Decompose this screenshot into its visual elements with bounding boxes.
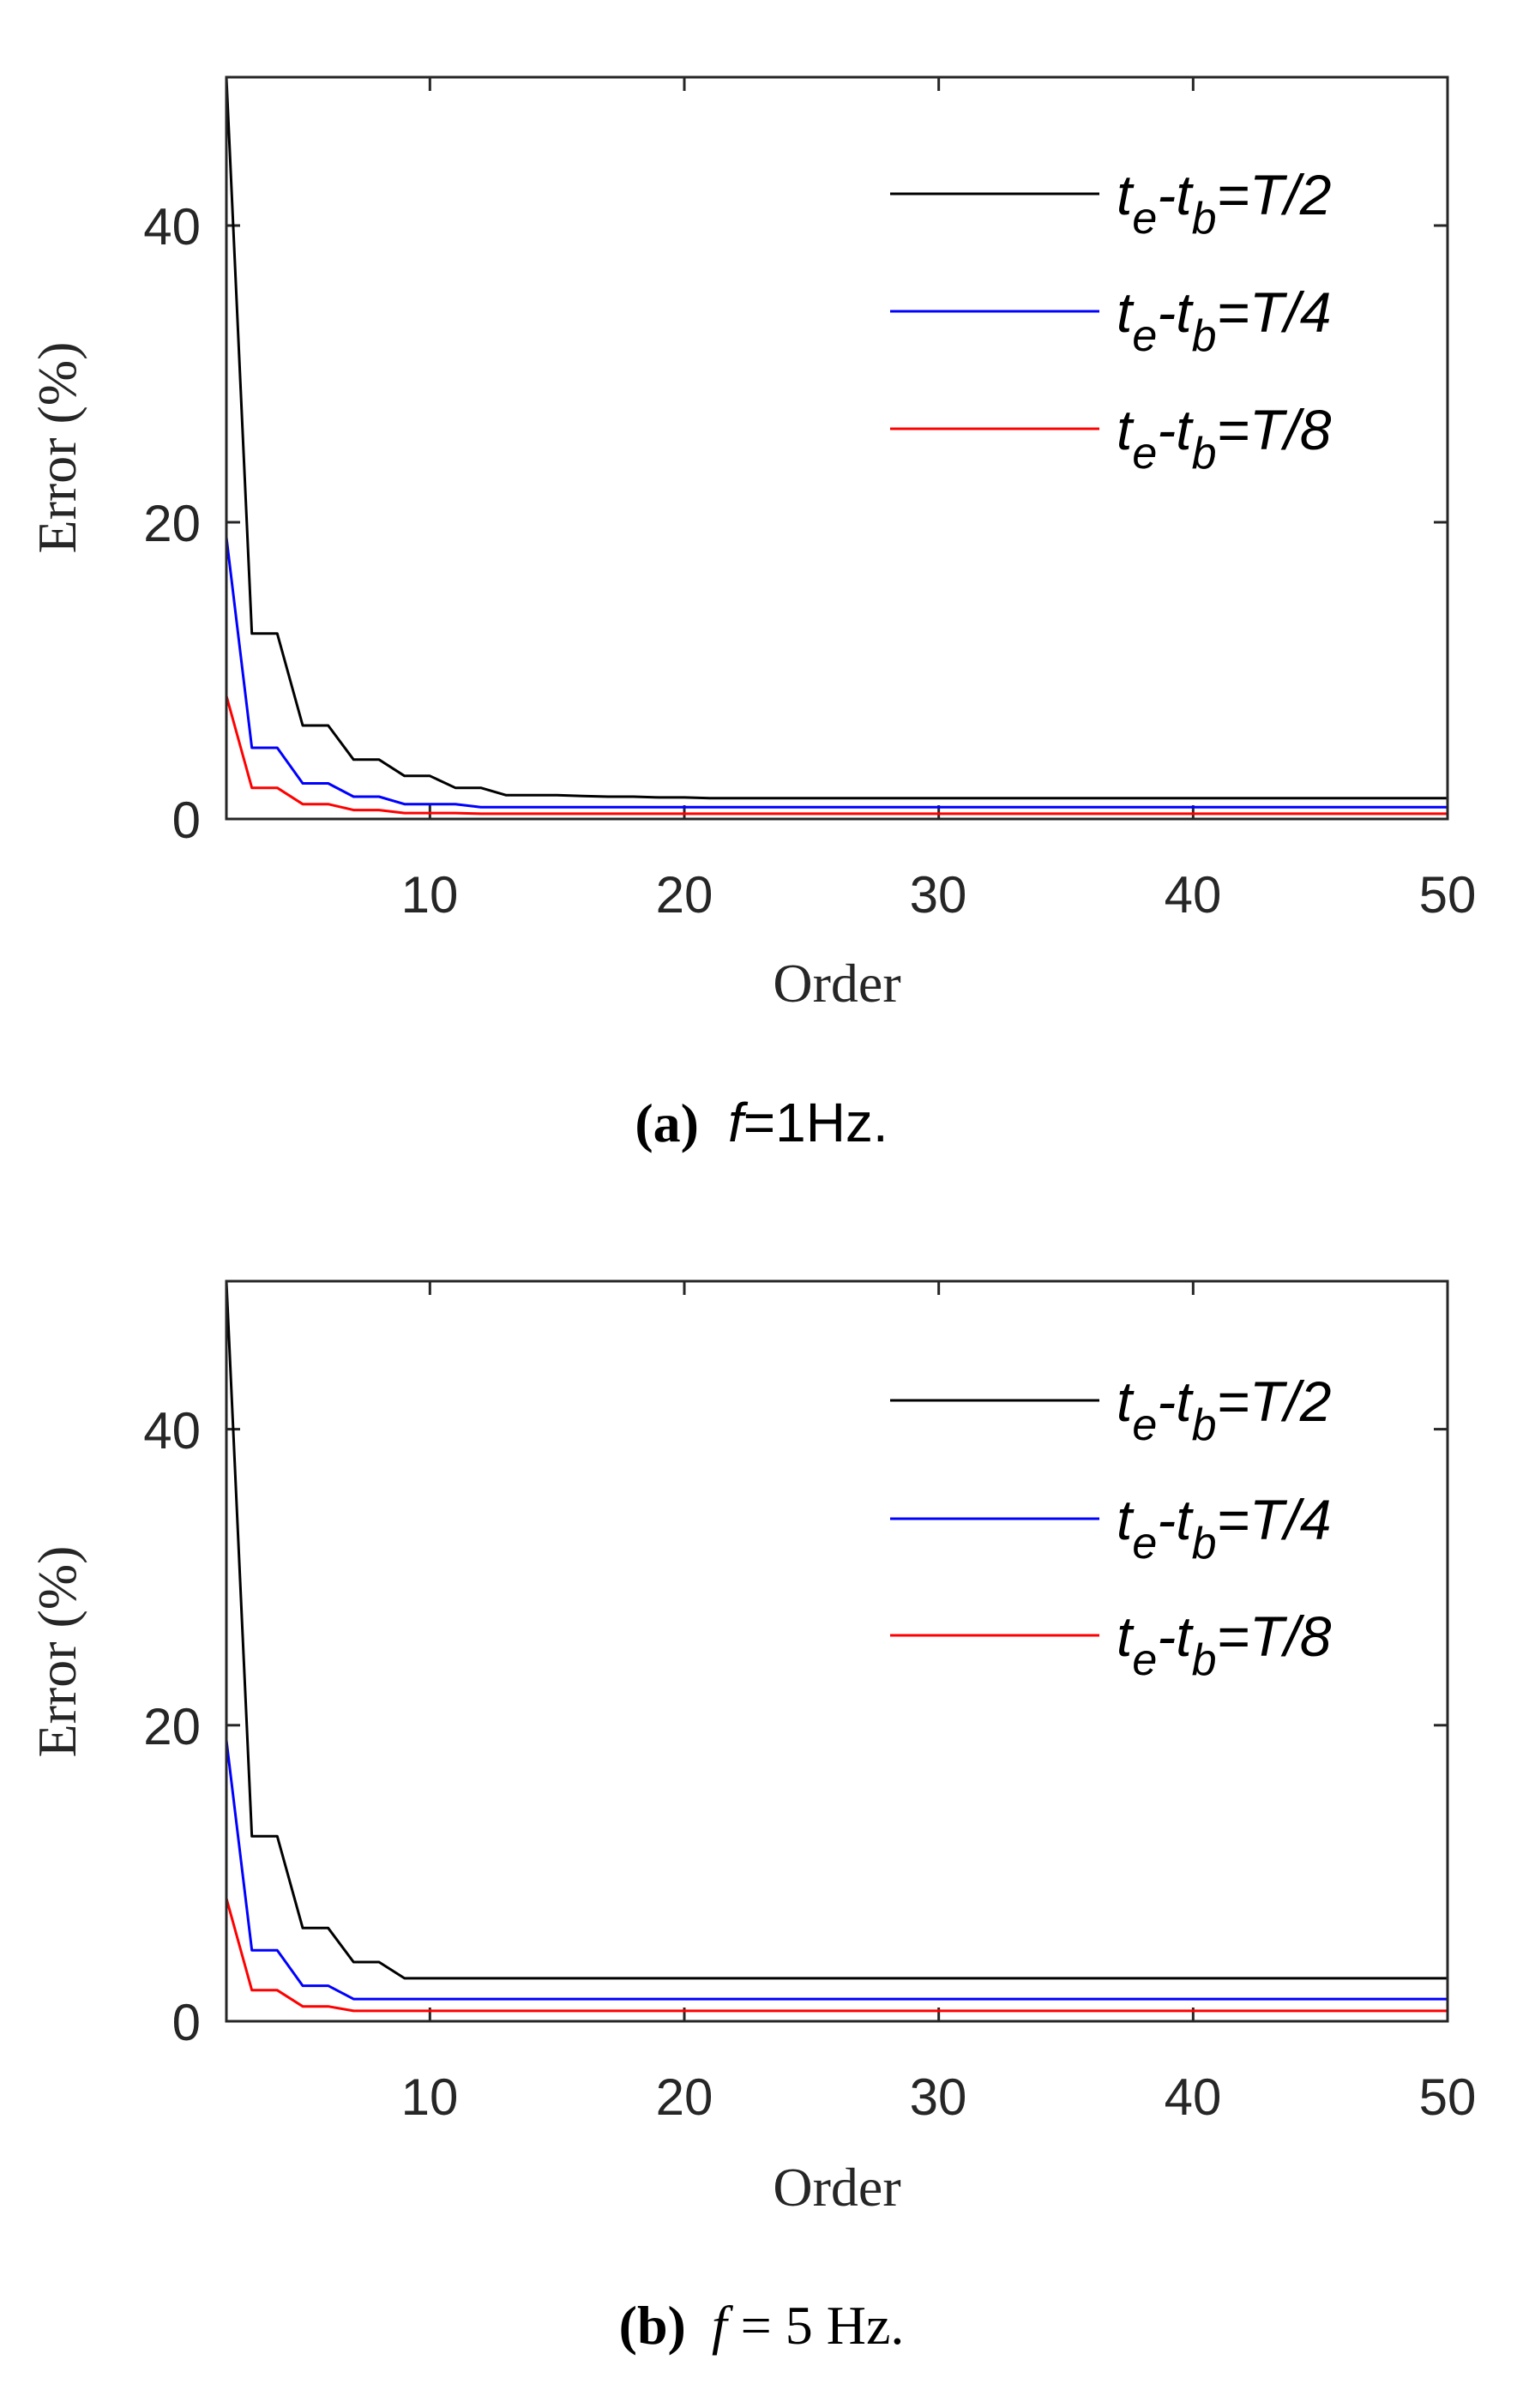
panel-a-xtick-10: 10 [401, 866, 459, 924]
panel-a-series-t8 [225, 695, 1448, 816]
panel-a-ylabel: Error (%) [27, 342, 87, 554]
panel-b-axes-box [225, 1279, 1449, 2023]
panel-b-xtick-10: 10 [401, 2068, 459, 2126]
panel-b-xtick-30: 30 [910, 2068, 967, 2126]
panel-a-xtick-20: 20 [656, 866, 713, 924]
panel-a-ytick-20: 20 [143, 495, 201, 552]
panel-b-xtick-20: 20 [656, 2068, 713, 2126]
panel-b-xtick-40: 40 [1165, 2068, 1222, 2126]
panel-b-ylabel: Error (%) [27, 1546, 87, 1758]
panel-a-xtick-30: 30 [910, 866, 967, 924]
panel-b-legend-label-t4: te-tb=T/4 [1117, 1488, 1331, 1568]
panel-a-series-t2 [225, 76, 1448, 800]
panel-b-xlabel: Order [773, 2157, 900, 2218]
panel-a-series-t4 [225, 537, 1448, 809]
panel-a-xtick-50: 50 [1419, 866, 1477, 924]
panel-b-ytick-40: 40 [143, 1402, 201, 1460]
panel-b-series-t4 [225, 1739, 1448, 2001]
panel-a-legend: te-tb=T/2 te-tb=T/4 te-tb=T/8 [890, 163, 1332, 479]
panel-b-caption: (b) f = 5 Hz. [619, 2295, 905, 2356]
panel-b-ytick-20: 20 [143, 1698, 201, 1755]
panel-b-legend: te-tb=T/2 te-tb=T/4 te-tb=T/8 [890, 1370, 1332, 1685]
panel-a-caption: (a) f=1Hz. [635, 1092, 888, 1153]
panel-a-axes-box [225, 75, 1449, 821]
panel-a-legend-label-t2: te-tb=T/2 [1117, 163, 1331, 244]
panel-b-legend-label-t2: te-tb=T/2 [1117, 1370, 1331, 1450]
panel-b: 0 20 40 10 20 30 40 50 Order Error (%) t… [27, 1279, 1477, 2356]
panel-a-xtick-40: 40 [1165, 866, 1222, 924]
panel-b-series-t2 [225, 1280, 1448, 1980]
panel-b-xtick-50: 50 [1419, 2068, 1477, 2126]
panel-b-ytick-0: 0 [172, 1994, 201, 2051]
panel-a-ytick-0: 0 [172, 792, 201, 849]
panel-b-legend-label-t8: te-tb=T/8 [1117, 1604, 1332, 1685]
panel-a-legend-label-t8: te-tb=T/8 [1117, 398, 1332, 479]
panel-a: 0 20 40 10 20 30 40 50 Order Error (%) t… [27, 75, 1477, 1153]
panel-a-legend-label-t4: te-tb=T/4 [1117, 280, 1331, 361]
panel-a-xlabel: Order [773, 953, 900, 1014]
panel-b-series-t8 [225, 1898, 1448, 2013]
panel-a-ytick-40: 40 [143, 198, 201, 256]
panel-b-plot-area [225, 1280, 1449, 2023]
